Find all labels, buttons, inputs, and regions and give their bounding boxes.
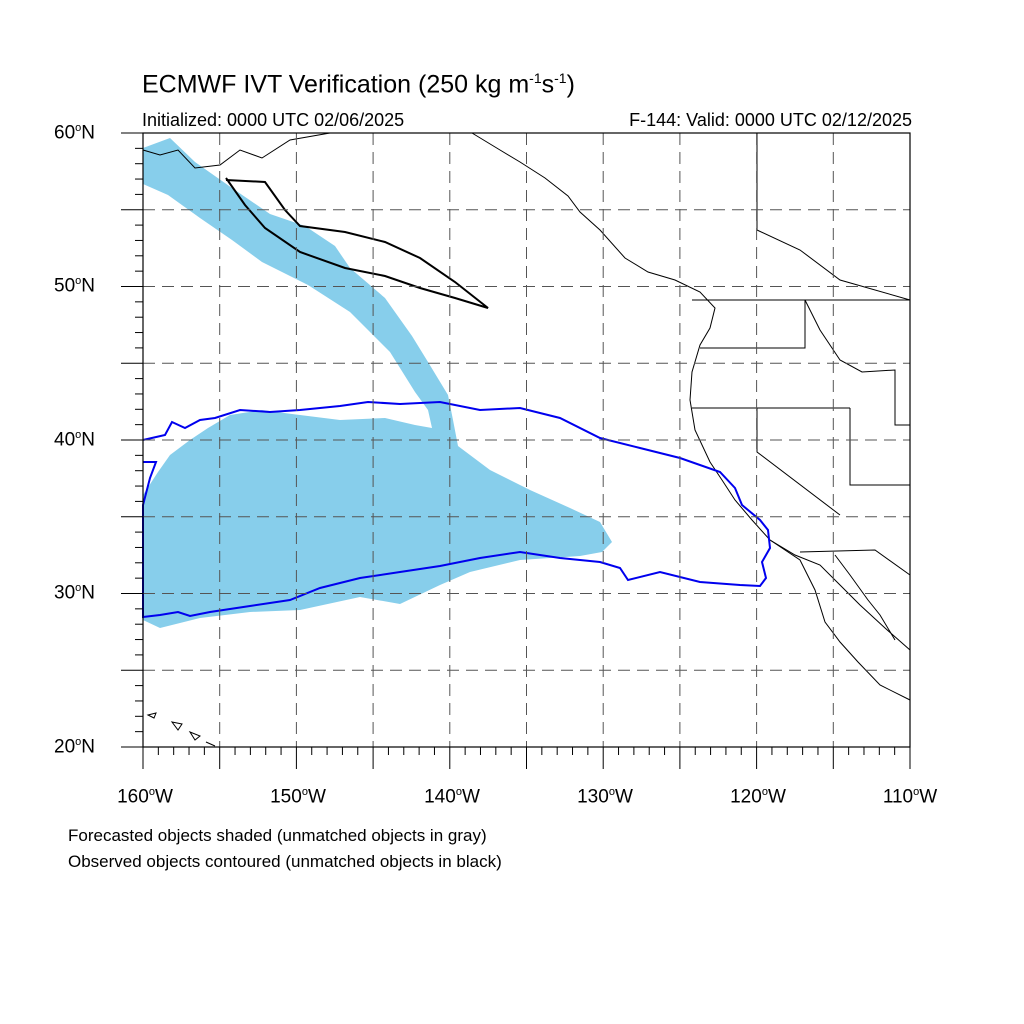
lon-label-130w: 130oW [577, 786, 633, 808]
map-title: ECMWF IVT Verification (250 kg m-1s-1) [142, 70, 575, 99]
legend-note-observed: Observed objects contoured (unmatched ob… [68, 852, 502, 871]
lat-lon-grid [143, 133, 910, 747]
lat-label-40: 40oN [54, 429, 95, 451]
observed-object-matched [142, 400, 772, 619]
lon-label-120w: 120oW [730, 786, 786, 808]
coastline-borders [142, 132, 911, 747]
lon-label-140w: 140oW [424, 786, 480, 808]
lon-label-110w: 110oW [882, 786, 938, 808]
valid-time-label: F-144: Valid: 0000 UTC 02/12/2025 [629, 110, 912, 130]
legend-note-forecast: Forecasted objects shaded (unmatched obj… [68, 826, 487, 845]
lat-label-30: 30oN [54, 582, 95, 604]
forecast-object-shaded [143, 138, 612, 628]
axis-ticks [121, 132, 911, 769]
lat-label-50: 50oN [54, 275, 95, 297]
init-time-label: Initialized: 0000 UTC 02/06/2025 [142, 110, 405, 130]
observed-object-unmatched [225, 177, 489, 309]
lon-label-160w: 160oW [117, 786, 173, 808]
lat-label-20: 20oN [54, 736, 95, 758]
lat-label-60: 60oN [54, 122, 95, 144]
map-frame [142, 132, 911, 748]
lon-label-150w: 150oW [270, 786, 326, 808]
